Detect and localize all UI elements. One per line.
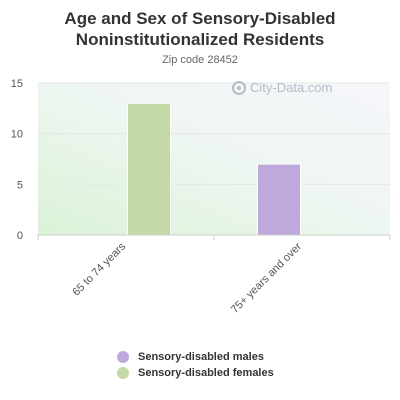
legend-item-females: Sensory-disabled females xyxy=(117,365,274,381)
x-tick-label: 75+ years and over xyxy=(229,240,305,316)
y-tick-label: 5 xyxy=(17,179,23,191)
magnifier-icon xyxy=(232,80,246,95)
chart-title: Age and Sex of Sensory-Disabled Noninsti… xyxy=(64,9,336,49)
legend-swatch-females xyxy=(117,367,129,379)
watermark: City-Data.com xyxy=(232,80,332,95)
legend-swatch-males xyxy=(117,351,129,363)
watermark-text: City-Data.com xyxy=(250,80,333,95)
legend-label-males: Sensory-disabled males xyxy=(138,351,264,363)
y-tick-label: 0 xyxy=(17,230,23,242)
plot-area xyxy=(38,83,390,235)
legend-item-males: Sensory-disabled males xyxy=(117,349,274,365)
bar xyxy=(257,163,301,236)
legend: Sensory-disabled males Sensory-disabled … xyxy=(117,349,274,381)
chart-subtitle: Zip code 28452 xyxy=(162,54,238,66)
x-tick-label: 65 to 74 years xyxy=(70,240,128,298)
legend-label-females: Sensory-disabled females xyxy=(138,367,274,379)
y-tick-label: 10 xyxy=(11,129,23,141)
y-tick-label: 15 xyxy=(11,78,23,90)
bar xyxy=(127,102,171,236)
